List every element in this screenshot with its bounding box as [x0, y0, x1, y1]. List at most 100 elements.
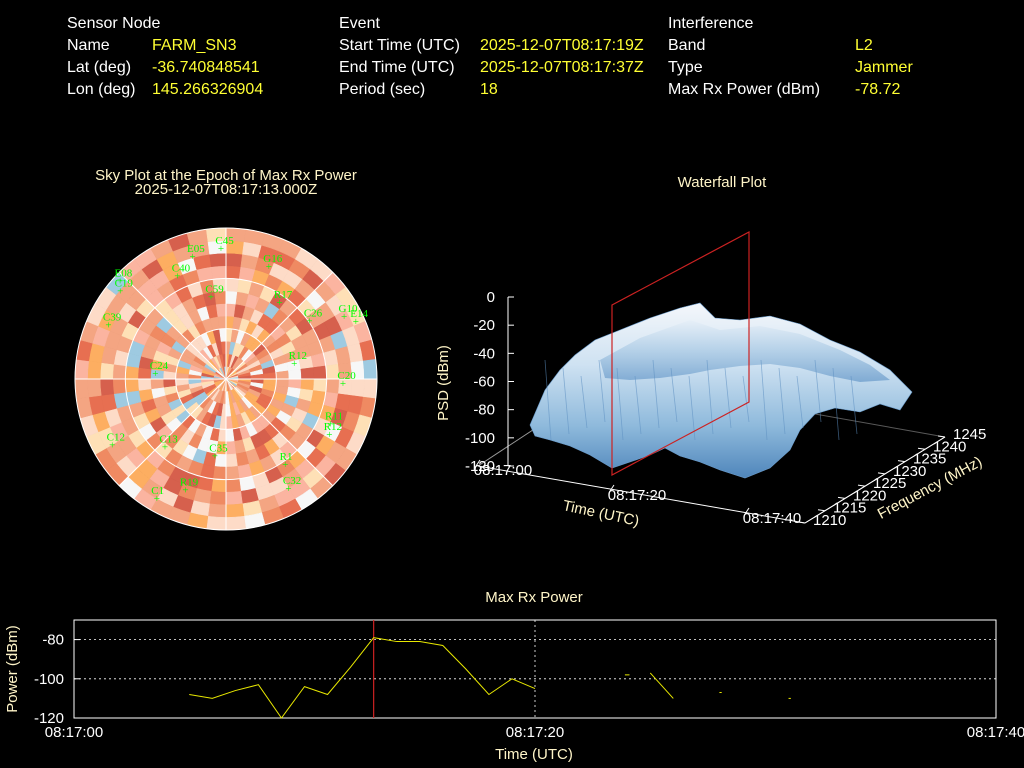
sky-cell — [162, 378, 177, 388]
waterfall-surface-texture — [814, 359, 822, 423]
waterfall-freq-tick — [857, 484, 866, 487]
satellite-label: C12 — [107, 431, 125, 443]
satellite-marker: + — [162, 441, 168, 453]
waterfall-z-tick-label: -40 — [473, 345, 495, 362]
waterfall-time-tick — [475, 459, 481, 467]
satellite-marker: + — [105, 319, 111, 331]
satellite-marker: + — [208, 291, 214, 303]
sky-cell — [225, 278, 240, 292]
sensor-name-value: FARM_SN3 — [152, 37, 237, 54]
waterfall-axes: 0-20-40-60-80-100-12008:17:0008:17:2008:… — [465, 289, 986, 529]
satellite-label: C24 — [150, 360, 169, 372]
satellite-marker: + — [182, 484, 188, 496]
waterfall-time-tick — [744, 507, 750, 515]
waterfall-zlabel: PSD (dBm) — [435, 345, 452, 421]
power-ylabel: Power (dBm) — [4, 625, 21, 713]
sky-satellites: +G16+R17+C26 +G10+E14+R12+C20+R11+R12+R1+… — [103, 235, 369, 505]
sky-cell — [99, 362, 114, 380]
satellite-label: C26 — [304, 307, 323, 319]
satellite-marker: + — [109, 439, 115, 451]
power-x-tick-label: 08:17:40 — [967, 724, 1024, 741]
sensor-lat-label: Lat (deg) — [67, 59, 132, 76]
satellite-label: G16 — [263, 253, 282, 265]
waterfall-time-tick-label: 08:17:00 — [474, 462, 532, 479]
sky-plot-subtitle: 2025-12-07T08:17:13.000Z — [135, 181, 318, 198]
satellite-marker: + — [285, 483, 291, 495]
satellite-label: R19 — [180, 476, 199, 488]
satellite-marker: + — [341, 311, 347, 323]
waterfall-surface-texture — [778, 367, 786, 435]
satellite-label: R12 — [324, 421, 342, 433]
waterfall-freq-tick — [897, 460, 906, 463]
waterfall-freq-tick-label: 1235 — [913, 451, 946, 468]
waterfall-freq-tick-label: 1225 — [873, 475, 906, 492]
waterfall-surface-texture — [562, 367, 570, 435]
waterfall-freq-tick — [937, 435, 946, 438]
waterfall-freq-tick-label: 1245 — [953, 426, 986, 443]
satellite-marker: + — [152, 368, 158, 380]
max-power-label: Max Rx Power (dBm) — [668, 81, 821, 98]
sky-cell — [225, 466, 240, 480]
sky-cell — [225, 265, 242, 280]
sky-cell — [209, 491, 227, 506]
sky-cell — [112, 378, 127, 395]
waterfall-surface-texture — [796, 375, 804, 429]
sky-plot-title: Sky Plot at the Epoch of Max Rx Power — [95, 167, 357, 184]
waterfall-freq-tick — [917, 447, 926, 450]
event-end-value: 2025-12-07T08:17:37Z — [480, 59, 644, 76]
waterfall-freq-tick — [797, 521, 806, 524]
sensor-node-title: Sensor Node — [67, 15, 161, 32]
waterfall-freq-tick-label: 1230 — [893, 463, 926, 480]
waterfall-freq-axis-edge — [804, 436, 946, 524]
sky-cell — [74, 378, 90, 399]
sky-cell — [225, 503, 245, 518]
sky-cell — [99, 378, 114, 396]
power-x-tick-label: 08:17:00 — [45, 724, 103, 741]
satellite-label: R12 — [289, 350, 307, 362]
band-value: L2 — [855, 37, 873, 54]
sensor-lat-value: -36.740848541 — [152, 59, 260, 76]
waterfall-surface-texture — [832, 367, 840, 441]
satellite-label: C32 — [283, 475, 301, 487]
event-start-label: Start Time (UTC) — [339, 37, 460, 54]
sky-cell — [225, 290, 238, 305]
sky-cell — [225, 252, 243, 267]
sensor-lon-value: 145.266326904 — [152, 81, 264, 98]
satellite-marker: + — [154, 493, 160, 505]
sky-cell — [217, 315, 227, 330]
sky-cell — [225, 515, 246, 531]
waterfall-surface-texture — [742, 375, 750, 423]
sky-cell — [210, 265, 227, 280]
waterfall-freq-tick-label: 1240 — [933, 438, 966, 455]
sky-cell — [362, 378, 378, 399]
satellite-label: C40 — [172, 263, 191, 275]
waterfall-z-tick-label: -100 — [465, 430, 495, 447]
sky-cell — [210, 478, 227, 493]
sensor-node-panel: Sensor Node Name FARM_SN3 Lat (deg) -36.74… — [67, 13, 263, 101]
sky-cell — [206, 515, 227, 531]
interference-panel: Interference Band L2 Type Jammer Max Rx Po… — [668, 13, 913, 101]
satellite-label: C13 — [159, 433, 178, 445]
sky-plot: Sky Plot at the Epoch of Max Rx Power 20… — [74, 167, 378, 531]
waterfall-z-tick-label: -20 — [473, 317, 495, 334]
satellite-label: C45 — [215, 235, 234, 247]
satellite-marker: + — [291, 358, 297, 370]
satellite-label: C20 — [337, 370, 356, 382]
sky-cell — [225, 478, 242, 493]
waterfall-freq-tick — [837, 496, 846, 499]
event-start-value: 2025-12-07T08:17:19Z — [480, 37, 644, 54]
satellite-label: C19 — [115, 278, 134, 290]
sky-grid — [74, 227, 378, 531]
power-grid — [74, 620, 996, 718]
satellite-marker: + — [306, 315, 312, 327]
satellite-label: C35 — [209, 442, 228, 454]
type-label: Type — [668, 59, 703, 76]
waterfall-z-tick-label: -80 — [473, 402, 495, 419]
waterfall-freq-tick-label: 1210 — [813, 512, 846, 529]
sky-cell — [207, 503, 227, 518]
sky-cell — [87, 360, 102, 380]
waterfall-surface — [529, 302, 913, 479]
waterfall-surface-texture — [598, 359, 606, 423]
waterfall-surface-texture — [580, 375, 588, 429]
